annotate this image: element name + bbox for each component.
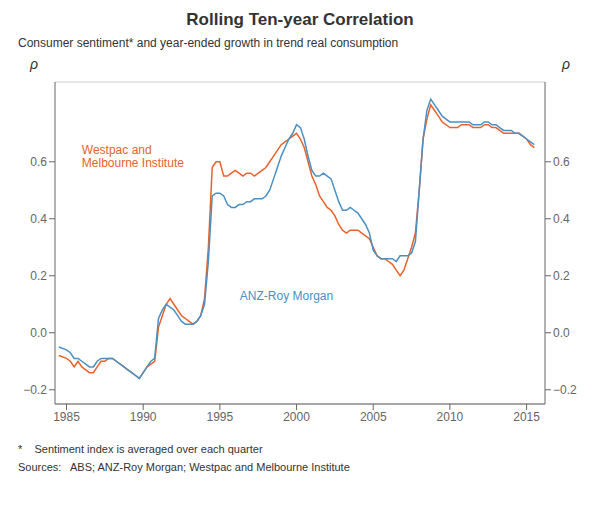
svg-text:0.2: 0.2	[553, 269, 570, 283]
svg-text:0.2: 0.2	[30, 269, 47, 283]
html-text:ρ: ρ	[30, 56, 38, 72]
svg-text:2005: 2005	[360, 410, 387, 424]
html-text:Rolling Ten-year Correlation: Rolling Ten-year Correlation	[186, 10, 414, 29]
svg-text:0.6: 0.6	[30, 155, 47, 169]
svg-text:0.0: 0.0	[553, 326, 570, 340]
svg-text:0.4: 0.4	[553, 212, 570, 226]
html-text:ρ: ρ	[562, 56, 570, 72]
html-text:Sources: ABS; ANZ-Roy Morgan;: Sources: ABS; ANZ-Roy Morgan; Westpac an…	[18, 461, 350, 473]
svg-text:0.4: 0.4	[30, 212, 47, 226]
svg-text:1995: 1995	[207, 410, 234, 424]
html-text:* Sentiment index is averaged: * Sentiment index is averaged over each …	[18, 443, 263, 455]
svg-text:ANZ-Roy Morgan: ANZ-Roy Morgan	[240, 289, 333, 303]
svg-text:0.6: 0.6	[553, 155, 570, 169]
svg-text:2010: 2010	[437, 410, 464, 424]
svg-text:2000: 2000	[283, 410, 310, 424]
svg-text:2015: 2015	[513, 410, 540, 424]
svg-text:0.0: 0.0	[30, 326, 47, 340]
svg-text:1985: 1985	[53, 410, 80, 424]
svg-text:−0.2: −0.2	[23, 383, 47, 397]
svg-text:−0.2: −0.2	[553, 383, 577, 397]
svg-text:1990: 1990	[130, 410, 157, 424]
html-text:Consumer sentiment* and year-e: Consumer sentiment* and year-ended growt…	[18, 36, 399, 50]
svg-text:Westpac andMelbourne Institute: Westpac andMelbourne Institute	[82, 143, 184, 170]
